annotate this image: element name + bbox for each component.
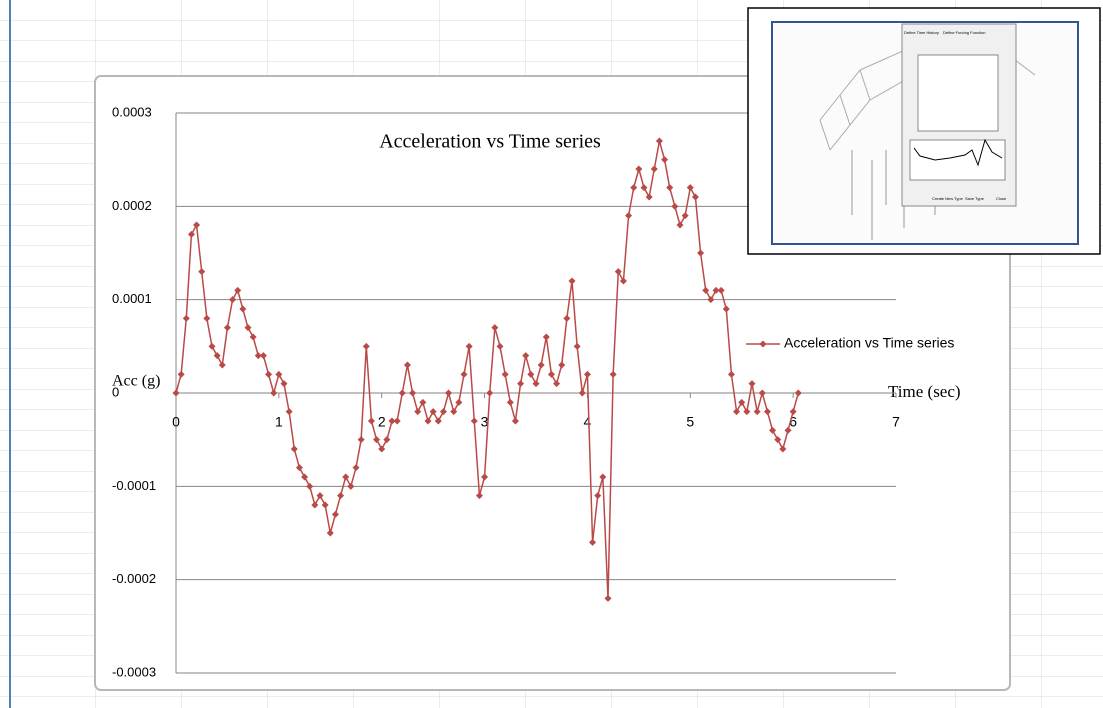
y-tick-label: 0.0003 — [112, 104, 152, 119]
inset-button: Close — [996, 196, 1007, 201]
y-tick-label: 0.0002 — [112, 198, 152, 213]
dialog-plot — [910, 140, 1005, 180]
x-tick-label: 2 — [378, 414, 386, 430]
excel-sheet: Acceleration vs Time series Acc (g) Time… — [0, 0, 1103, 708]
legend-label: Acceleration vs Time series — [784, 335, 954, 351]
x-axis-label: Time (sec) — [888, 382, 961, 401]
inset-screenshot: Define Time History Define Forcing Funct… — [748, 8, 1100, 254]
x-tick-label: 1 — [275, 414, 283, 430]
y-tick-label: -0.0002 — [112, 571, 156, 586]
x-tick-label: 5 — [686, 414, 694, 430]
y-tick-label: -0.0003 — [112, 664, 156, 679]
inset-tab: Define Forcing Function — [943, 30, 985, 35]
dialog-table — [918, 55, 998, 131]
y-tick-label: 0 — [112, 384, 119, 399]
x-tick-label: 0 — [172, 414, 180, 430]
y-tick-label: 0.0001 — [112, 291, 152, 306]
inset-button: Save Type — [965, 196, 985, 201]
x-tick-label: 7 — [892, 414, 900, 430]
y-axis-label: Acc (g) — [112, 373, 160, 390]
inset-button: Create New Type — [932, 196, 964, 201]
y-tick-label: -0.0001 — [112, 478, 156, 493]
page: Acceleration vs Time series Acc (g) Time… — [0, 0, 1103, 708]
x-tick-label: 4 — [584, 414, 592, 430]
chart-title: Acceleration vs Time series — [379, 131, 601, 153]
inset-tab: Define Time History — [904, 30, 939, 35]
